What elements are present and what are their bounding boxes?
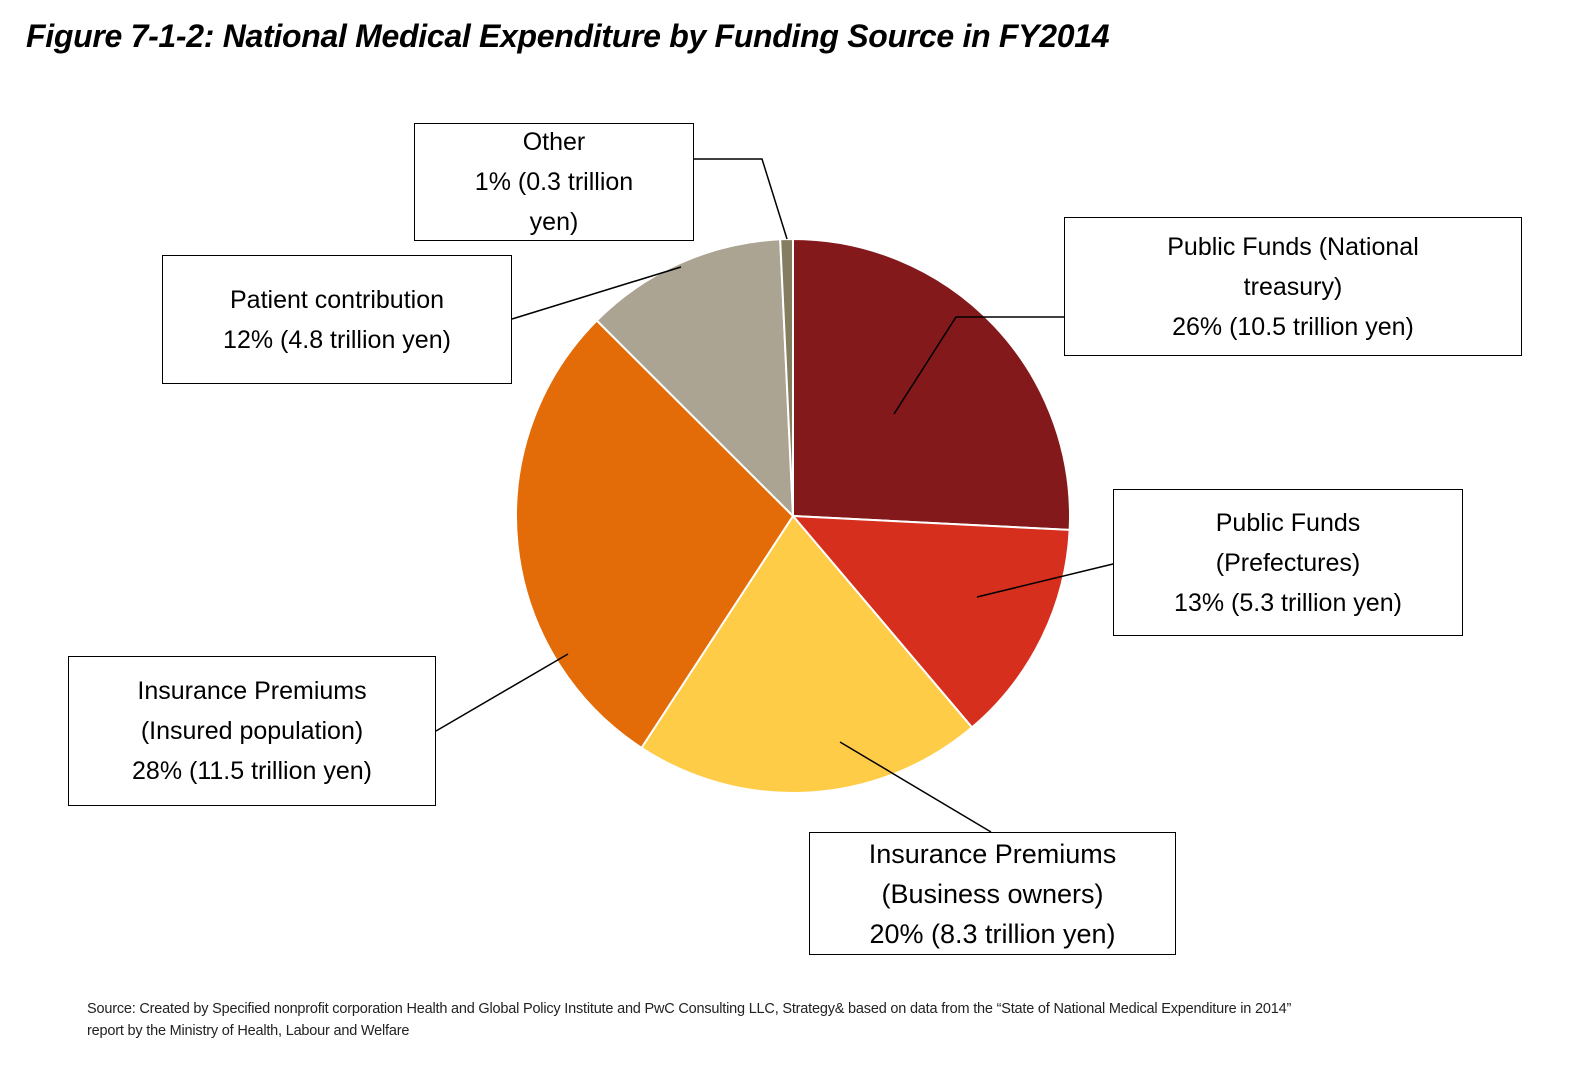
pie-slice-insurance-premiums-insured-population [515,319,795,750]
label-line: Insurance Premiums [137,677,367,705]
leader-line [976,563,1114,598]
label-line: Insurance Premiums [868,838,1117,869]
label-line: 28% (11.5 trillion yen) [132,757,372,785]
label-business-owners: Insurance Premiums (Business owners) 20%… [809,832,1176,955]
pie-slice-insurance-premiums-business-owners [640,514,974,794]
label-line: Patient contribution [229,285,445,314]
chart-title: Figure 7-1-2: National Medical Expenditu… [26,18,1110,54]
leader-line [893,316,1064,415]
label-line: (Insured population) [140,717,364,745]
label-line: Public Funds (National [1167,232,1419,261]
label-prefectures: Public Funds (Prefectures) 13% (5.3 tril… [1113,489,1463,636]
label-line: 1% (0.3 trillion [474,168,634,196]
pie-slice-public-funds-national-treasury [792,237,1071,531]
label-other: Other 1% (0.3 trillion yen) [414,123,694,241]
label-line: 13% (5.3 trillion yen) [1174,588,1402,617]
label-line: 26% (10.5 trillion yen) [1172,312,1414,341]
source-line: report by the Ministry of Health, Labour… [87,1023,410,1039]
pie-slice-patient-contribution [595,238,795,519]
source-line: Source: Created by Specified nonprofit c… [87,1001,1292,1017]
label-line: Public Funds [1215,508,1361,537]
label-line: 20% (8.3 trillion yen) [869,918,1116,949]
label-line: treasury) [1243,272,1343,301]
source-note: Source: Created by Specified nonprofit c… [87,998,1291,1042]
label-insured-population: Insurance Premiums (Insured population) … [68,656,436,806]
label-line: yen) [529,208,579,236]
leader-line [511,266,682,320]
label-patient-contribution: Patient contribution 12% (4.8 trillion y… [162,255,512,384]
leader-line [839,741,992,833]
label-line: (Prefectures) [1215,548,1361,577]
leader-line [694,158,788,240]
label-line: 12% (4.8 trillion yen) [223,325,451,354]
label-line: (Business owners) [881,878,1104,909]
leader-line [435,653,569,732]
label-line: Other [522,128,586,156]
pie-slice-public-funds-prefectures [790,514,1071,729]
label-national-treasury: Public Funds (National treasury) 26% (10… [1064,217,1522,356]
